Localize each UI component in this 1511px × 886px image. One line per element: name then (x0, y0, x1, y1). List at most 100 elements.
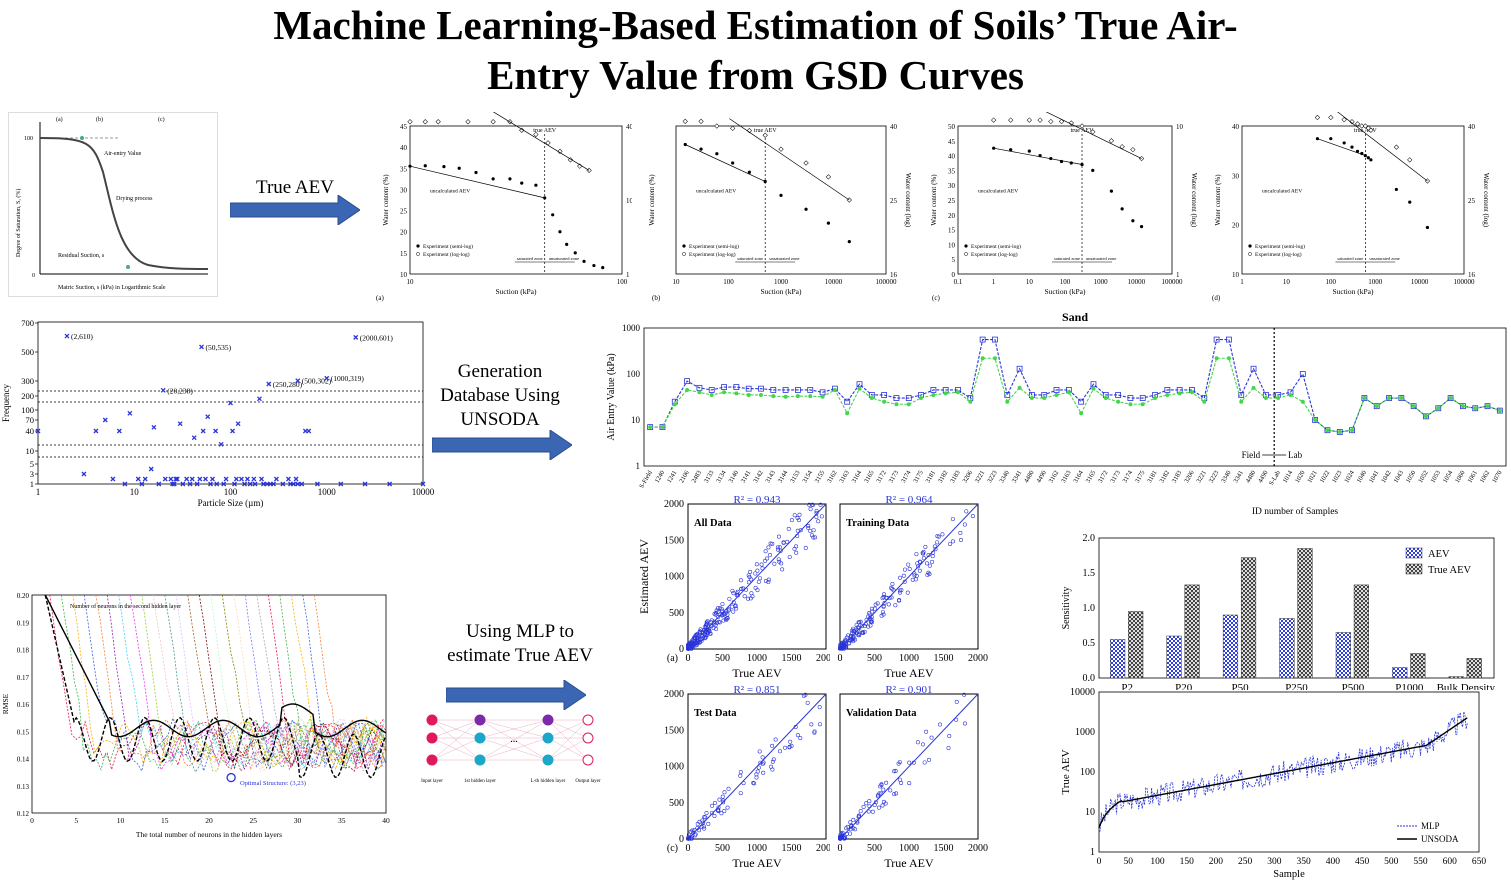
freq-point (110, 476, 116, 482)
freq-point (214, 481, 220, 487)
scatter-point (795, 733, 800, 738)
scatter-point (962, 522, 967, 527)
sand-xtick: 3173 (1109, 470, 1122, 485)
sand-point-green (1091, 386, 1096, 391)
scatter-point (758, 576, 763, 581)
scatter-point (785, 539, 790, 544)
sand-xtick: 4490 (1035, 470, 1048, 485)
freq-point (252, 481, 258, 487)
aev-loglog-point (1026, 117, 1032, 123)
scatter-xtick: 1000 (899, 843, 919, 854)
scatter-point (906, 562, 911, 567)
sand-point-blue (1250, 365, 1257, 372)
scatter-point (896, 761, 901, 766)
sand-xtick: 3163 (838, 470, 851, 485)
scatter-point (869, 617, 874, 622)
scatter-xlabel: True AEV (732, 856, 782, 870)
sand-point-green (1189, 390, 1194, 395)
scatter-point (787, 745, 792, 750)
sand-point-green (1066, 390, 1071, 395)
scatter-train: R² = 0.964 Training Data 0 500 1000 1500 2000 T… (838, 496, 989, 680)
freq-ytick: 300 (21, 376, 34, 386)
scatter-point (712, 801, 717, 806)
page-title: Machine Learning-Based Estimation of Soi… (0, 0, 1511, 100)
scatter-point (691, 642, 696, 647)
rmse-xtick: 20 (205, 816, 213, 825)
sand-xtick: 3165 (1085, 470, 1098, 485)
freq-point (338, 481, 344, 487)
sand-ylabel: Air Entry Value (kPa) (606, 353, 617, 440)
mlp-network-diagram: ... Input layer 1st hidden layer L-th hidde… (421, 714, 601, 784)
sand-lab-label: Lab (1288, 450, 1302, 460)
sand-point-blue (708, 387, 715, 393)
scatter-point (933, 547, 938, 552)
sand-xtick: 1020 (1294, 470, 1307, 485)
sens-legend-swatch (1405, 563, 1423, 575)
sand-point-blue (881, 392, 888, 398)
freq-point (135, 476, 141, 482)
sand-point-green (783, 394, 788, 399)
scatter-point (810, 502, 815, 507)
sand-point-blue (1139, 395, 1146, 401)
sand-point-green (722, 390, 727, 395)
scatter-point (898, 575, 903, 580)
sand-xtick: 1024 (1343, 469, 1356, 484)
scatter-r2: R² = 0.901 (885, 686, 932, 696)
sand-ytick: 1000 (622, 323, 641, 333)
scatter-point (751, 780, 756, 785)
sand-xtick: 1061 (1466, 470, 1479, 485)
aev-y2label: Water content (log) (1482, 173, 1490, 228)
step-arrow-2 (432, 430, 572, 460)
scatter-point (766, 580, 771, 585)
aev-loglog-point (533, 131, 539, 138)
sand-point-blue (979, 336, 986, 343)
sand-xtick: 3182 (1159, 470, 1172, 485)
freq-xtick: 100 (224, 487, 238, 497)
sand-point-blue (733, 384, 740, 390)
freq-point (203, 476, 208, 482)
taev-xtick: 350 (1296, 857, 1311, 867)
rmse-xtick: 25 (250, 816, 258, 825)
aev-legend-semilog: Experiment (semi-log) (971, 243, 1021, 250)
sand-point-green (1399, 396, 1404, 401)
aev-semilog-point (1109, 189, 1114, 193)
scatter-point (798, 528, 803, 533)
aev-semilog-point (558, 230, 562, 234)
scatter-ytick: 2000 (664, 499, 684, 510)
scatter-point (940, 532, 945, 537)
scatter-point (703, 636, 708, 641)
freq-xtick: 1000 (318, 487, 337, 497)
scatter-point (946, 746, 951, 751)
sand-point-green (1497, 408, 1502, 413)
rmse-ytick: 0.17 (17, 674, 30, 682)
scatter-point (720, 601, 725, 606)
scatter-point (851, 637, 856, 642)
scatter-point (739, 587, 744, 592)
aev-xtick: 10000 (825, 278, 843, 286)
scatter-point (720, 608, 725, 613)
scatter-point (887, 595, 892, 600)
aev-ytick: 25 (400, 208, 408, 216)
net-node (474, 754, 486, 766)
aev-semilog-point (457, 166, 461, 170)
scatter-point (847, 638, 852, 643)
sand-point-blue (893, 395, 900, 401)
scatter-point (925, 561, 930, 566)
freq-ytick: 10 (26, 446, 35, 456)
step-label-database: Generation Database Using UNSODA (440, 361, 560, 430)
aev-ytick: 40 (948, 153, 956, 161)
rmse-ytick: 0.20 (17, 592, 30, 600)
sand-point-blue (1127, 395, 1134, 401)
sand-point-blue (1484, 403, 1491, 410)
freq-point (151, 424, 157, 430)
scatter-point (954, 699, 959, 704)
freq-ytick: 200 (21, 391, 34, 401)
aev-semilog-point (1394, 187, 1398, 192)
aev-xlabel: Suction (kPa) (1332, 287, 1374, 296)
scatter-point (734, 591, 739, 596)
true-aev-chart: 1 10 100 1000 10000 0 50 100 150 200 250 300 350 400 4… (1060, 688, 1486, 880)
scatter-point (792, 546, 797, 551)
sand-xtick: 1070 (1491, 470, 1504, 485)
scatter-point (806, 525, 811, 530)
scatter-point (930, 559, 935, 564)
